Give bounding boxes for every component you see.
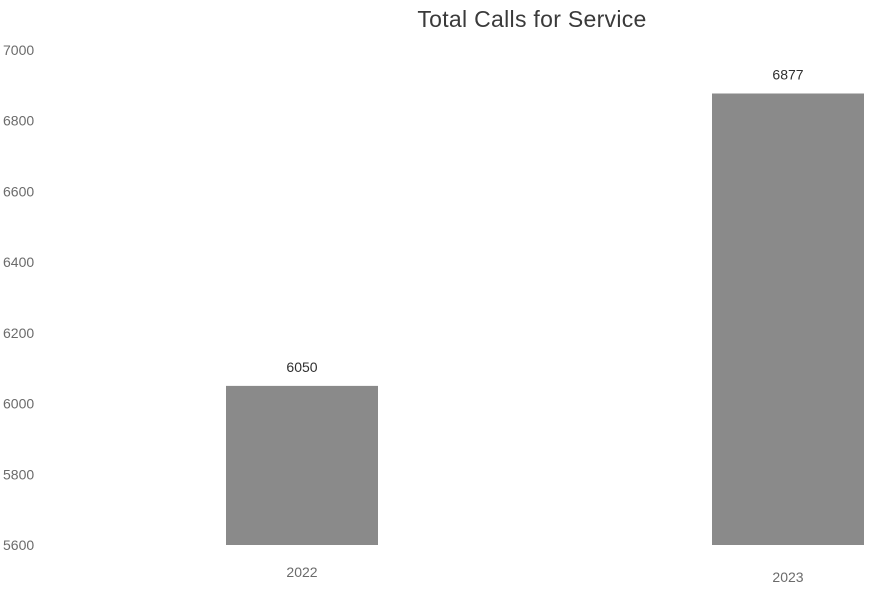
chart-title: Total Calls for Service [417, 6, 647, 32]
bar-data-label: 6877 [772, 66, 803, 82]
bar-data-label: 6050 [286, 359, 317, 375]
x-axis-category-labels: 2022 2023 [286, 564, 803, 585]
y-tick-label: 6200 [3, 325, 34, 341]
y-tick-label: 5800 [3, 466, 34, 482]
y-axis-tick-labels: 5600 5800 6000 6200 6400 6600 6800 7000 [3, 42, 34, 553]
y-tick-label: 6800 [3, 113, 34, 129]
y-tick-label: 7000 [3, 42, 34, 58]
bar-series [226, 93, 864, 545]
y-tick-label: 6000 [3, 396, 34, 412]
bar-2022 [226, 385, 378, 545]
x-category-label: 2023 [772, 569, 803, 585]
bar-data-labels: 6050 6877 [286, 66, 803, 374]
y-tick-label: 6600 [3, 183, 34, 199]
bar-2023 [712, 93, 864, 545]
y-tick-label: 6400 [3, 254, 34, 270]
y-tick-label: 5600 [3, 537, 34, 553]
x-category-label: 2022 [286, 564, 317, 580]
